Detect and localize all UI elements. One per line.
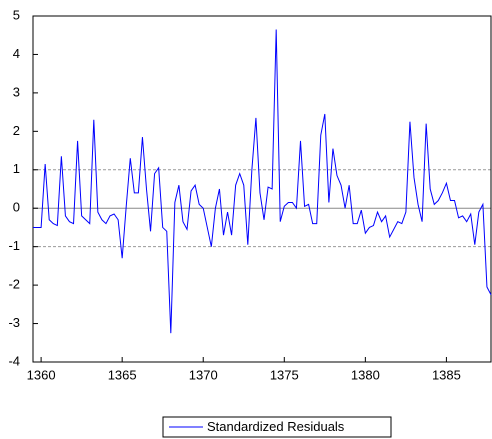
y-tick-label: 1 [13,161,20,176]
legend-box [162,416,392,438]
y-tick-label: -3 [8,315,20,330]
y-tick-label: -2 [8,277,20,292]
series-line [33,29,492,334]
x-tick-label: 1360 [27,367,56,382]
x-tick-label: 1365 [108,367,137,382]
y-tick-label: 5 [13,7,20,22]
x-tick-label: 1375 [270,367,299,382]
legend-label: Standardized Residuals [207,419,345,434]
y-tick-label: 3 [13,84,20,99]
x-tick-label: 1380 [351,367,380,382]
y-tick-label: 4 [13,46,20,61]
y-tick-label: 0 [13,200,20,215]
y-tick-label: 2 [13,123,20,138]
y-tick-label: -1 [8,238,20,253]
x-tick-label: 1370 [189,367,218,382]
x-tick-label: 1385 [432,367,461,382]
y-tick-label: -4 [8,353,20,368]
plot-frame [32,15,492,363]
